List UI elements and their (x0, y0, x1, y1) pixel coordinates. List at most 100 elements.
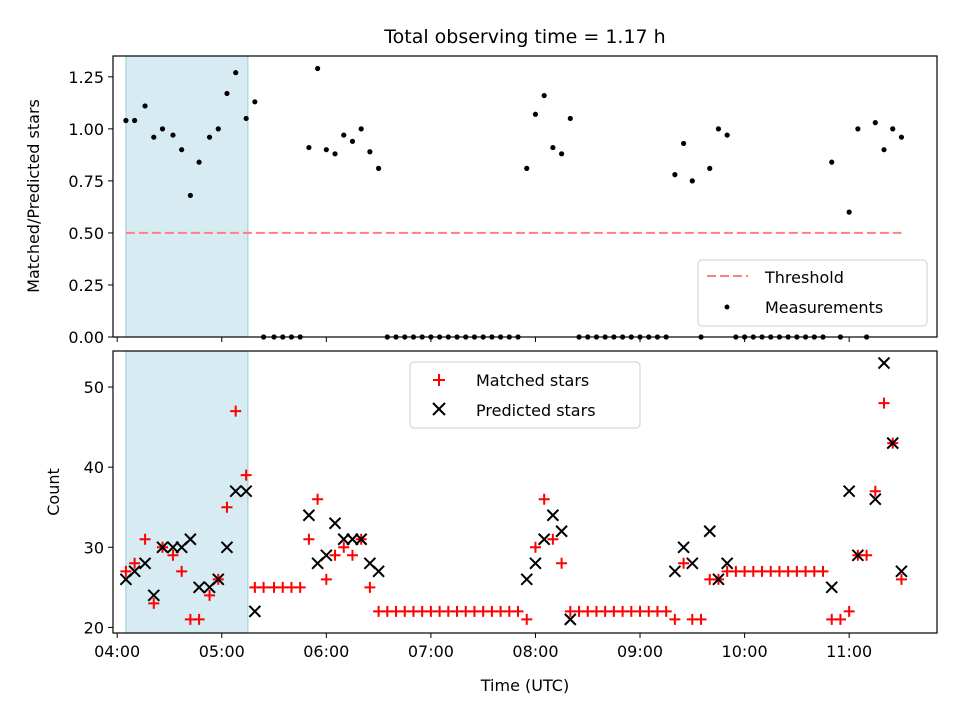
measurement-point-11 (224, 90, 230, 97)
measurement-point-7 (187, 192, 193, 199)
predicted-point-42 (895, 565, 908, 578)
top-axes-frame (112, 55, 938, 338)
legend-threshold-label: Threshold (764, 268, 844, 287)
predicted-point-10 (212, 573, 225, 586)
predicted-point-32 (686, 557, 699, 570)
measurement-point-8 (196, 159, 202, 165)
measurement-point-80 (829, 159, 835, 165)
matched-point-62 (669, 613, 681, 625)
matched-point-5 (167, 549, 179, 561)
measurements-points (123, 65, 905, 340)
predicted-point-21 (354, 533, 368, 546)
measurement-point-46 (532, 111, 539, 117)
matched-point-84 (861, 549, 873, 561)
matched-point-63 (678, 557, 690, 569)
matched-stars-points (120, 397, 907, 625)
measurement-point-68 (724, 132, 730, 138)
bottom-y-tick-label-3: 50 (84, 378, 104, 397)
legend-predicted-swatch (432, 402, 446, 416)
x-tick-label-5: 09:00 (617, 642, 663, 661)
matched-point-85 (869, 485, 881, 497)
matched-point-82 (843, 605, 855, 617)
bottom-axes-frame (112, 350, 938, 634)
matched-point-47 (538, 493, 550, 505)
measurement-point-49 (558, 151, 565, 157)
measurement-point-86 (881, 147, 887, 153)
measurement-point-20 (306, 144, 312, 151)
measurement-point-3 (151, 134, 157, 140)
predicted-point-33 (703, 525, 716, 538)
predicted-point-13 (239, 484, 253, 498)
matched-point-23 (329, 549, 341, 561)
top-y-tick-label-4: 1.00 (68, 120, 104, 139)
matched-point-8 (193, 613, 205, 625)
bottom-y-tick-label-0: 20 (84, 618, 104, 637)
top-legend: Threshold Measurements (697, 259, 928, 327)
legend-matched-label: Matched stars (476, 371, 589, 390)
measurement-point-10 (215, 126, 221, 132)
predicted-point-31 (677, 541, 690, 554)
matched-point-45 (521, 613, 533, 625)
legend-measurements-swatch (724, 304, 730, 310)
predicted-point-4 (156, 541, 169, 554)
top-legend-box (697, 259, 928, 327)
predicted-point-1 (128, 565, 141, 578)
measurement-point-4 (159, 126, 166, 132)
measurement-point-23 (332, 151, 338, 157)
predicted-point-28 (555, 525, 568, 538)
legend-predicted-label: Predicted stars (476, 401, 596, 420)
predicted-point-15 (302, 509, 316, 522)
measurement-point-0 (123, 117, 129, 124)
predicted-point-18 (328, 517, 342, 530)
measurement-point-64 (689, 178, 695, 184)
chart-title: Total observing time = 1.17 h (383, 26, 665, 48)
matched-point-20 (303, 533, 315, 545)
top-y-tick-label-1: 0.25 (68, 276, 104, 295)
measurement-point-66 (707, 165, 713, 171)
predicted-point-35 (720, 557, 734, 570)
measurement-point-47 (541, 92, 547, 99)
top-y-ticks: 0.00 0.25 0.50 0.75 1.00 1.25 (68, 68, 113, 347)
top-x-ticks (116, 337, 850, 342)
matched-point-79 (817, 565, 829, 577)
matched-point-13 (240, 469, 252, 481)
measurement-point-83 (855, 126, 861, 132)
measurement-point-9 (206, 134, 213, 140)
top-y-tick-label-5: 1.25 (68, 68, 104, 87)
x-tick-label-7: 11:00 (826, 642, 872, 661)
measurement-point-12 (233, 70, 239, 76)
bottom-y-ticks: 20 30 40 50 (84, 378, 113, 637)
predicted-point-17 (320, 549, 333, 562)
x-tick-label-1: 05:00 (199, 642, 245, 661)
matched-point-15 (258, 581, 270, 593)
predicted-point-11 (220, 541, 234, 554)
predicted-point-24 (520, 573, 533, 586)
measurement-point-62 (672, 172, 678, 178)
predicted-point-2 (138, 557, 152, 570)
measurement-point-13 (243, 115, 249, 122)
matched-point-49 (556, 557, 568, 569)
predicted-point-38 (851, 549, 865, 562)
predicted-point-37 (842, 484, 856, 498)
x-axis-label: Time (UTC) (480, 676, 569, 695)
matched-point-24 (338, 541, 350, 553)
measurement-point-48 (550, 144, 556, 151)
matched-point-3 (148, 597, 160, 609)
predicted-point-7 (184, 533, 197, 546)
measurement-point-85 (872, 120, 878, 126)
bottom-y-axis-label: Count (44, 468, 63, 516)
predicted-point-30 (668, 565, 682, 578)
matched-point-0 (120, 565, 132, 577)
measurement-point-26 (358, 126, 364, 132)
measurement-point-67 (715, 126, 722, 132)
matched-point-11 (221, 501, 233, 513)
matched-point-19 (294, 581, 306, 593)
bottom-y-tick-label-2: 40 (84, 458, 104, 477)
predicted-stars-points (119, 356, 908, 626)
measurement-point-21 (315, 65, 321, 72)
predicted-point-25 (529, 557, 542, 570)
top-y-tick-label-0: 0.00 (68, 328, 104, 347)
matched-point-12 (230, 405, 242, 417)
measurement-point-82 (846, 209, 852, 215)
bottom-legend: Matched stars Predicted stars (409, 361, 641, 429)
